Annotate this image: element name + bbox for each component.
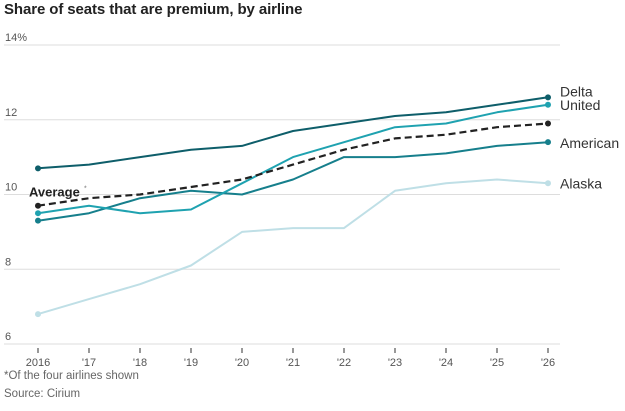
point-end-delta [545,94,551,101]
x-tick-label: '17 [82,357,96,369]
series-line-american [37,141,549,222]
series-lines [37,96,549,316]
series-line-united [37,103,549,215]
y-tick-label: 10 [5,182,17,194]
series-label-delta: Delta [560,83,593,99]
average-annotation-asterisk: * [84,186,87,193]
x-tick-label: '25 [490,357,504,369]
x-tick-label: '24 [439,357,453,369]
series-label-alaska: Alaska [560,175,602,191]
point-start-american [35,217,41,224]
y-axis-tick-labels: 6 8 10 12 14% [5,32,27,343]
point-start-average [35,202,41,209]
x-tick-label: '26 [541,357,555,369]
source-note: Source: Cirium [4,388,81,400]
average-annotation: Average [29,185,80,200]
y-tick-label: 12 [5,107,17,119]
series-endpoints [35,94,551,318]
point-end-united [545,101,551,108]
series-line-delta [37,96,549,170]
chart-title: Share of seats that are premium, by airl… [4,1,303,18]
x-tick-label: 2016 [26,357,50,369]
footnote: *Of the four airlines shown [4,370,139,382]
series-line-alaska [37,178,549,316]
y-tick-label: 6 [5,331,11,343]
x-tick-label: '21 [286,357,300,369]
series-line-average [37,122,549,207]
x-tick-label: '23 [388,357,402,369]
x-tick-label: '18 [133,357,147,369]
y-tick-label: 8 [5,256,11,268]
series-label-united: United [560,97,600,113]
x-axis-ticks: 2016 '17 '18 '19 '20 '21 '22 '23 '24 '25 '26 [26,348,555,369]
point-start-alaska [35,311,41,318]
point-end-alaska [545,180,551,187]
series-label-american: American [560,135,619,151]
y-tick-label: 14% [5,32,27,44]
point-end-american [545,139,551,146]
x-tick-label: '22 [337,357,351,369]
point-start-united [35,210,41,217]
point-start-delta [35,165,41,172]
x-tick-label: '20 [235,357,249,369]
point-end-average [545,120,551,127]
x-tick-label: '19 [184,357,198,369]
